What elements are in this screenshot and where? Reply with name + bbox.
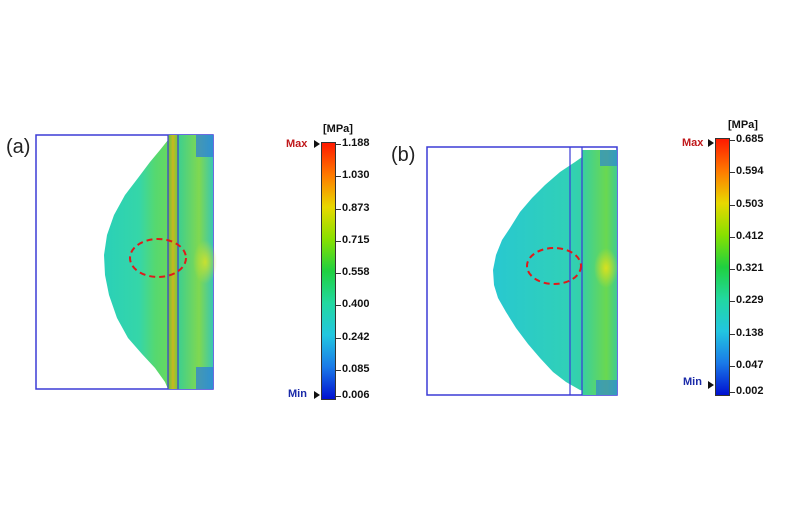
scale-b-tick-label: 0.229 xyxy=(736,294,764,306)
scale-b-tick-mark xyxy=(730,269,735,270)
scale-b-tick-label: 0.321 xyxy=(736,262,764,274)
scale-a-min-arrow xyxy=(314,391,320,399)
scale-b-tick-label: 0.412 xyxy=(736,230,764,242)
scale-a-max-label: Max xyxy=(286,138,308,150)
scale-a-tick-mark xyxy=(336,209,341,210)
plot-a-marker-ellipse xyxy=(129,238,187,278)
scale-b-tick-mark xyxy=(730,205,735,206)
plot-b-corner-bottom xyxy=(596,380,617,395)
scale-a-tick-label: 0.242 xyxy=(342,331,370,343)
scale-a-tick-mark xyxy=(336,273,341,274)
scale-a-tick-label: 0.873 xyxy=(342,202,370,214)
scale-b-tick-mark xyxy=(730,392,735,393)
scale-a-tick-mark xyxy=(336,305,341,306)
plot-a-dome xyxy=(104,140,168,389)
scale-b-unit: [MPa] xyxy=(728,119,758,131)
plot-a-strip xyxy=(168,135,178,389)
scale-b-max-arrow xyxy=(708,139,714,147)
plot-a-hotspot xyxy=(193,240,217,284)
scale-b-tick-mark xyxy=(730,301,735,302)
scale-b-tick-mark xyxy=(730,172,735,173)
scale-a-tick-label: 1.188 xyxy=(342,137,370,149)
scale-b-tick-mark xyxy=(730,237,735,238)
scale-b-tick-mark xyxy=(730,140,735,141)
scale-a-tick-label: 0.085 xyxy=(342,363,370,375)
scale-a-tick-label: 1.030 xyxy=(342,169,370,181)
plot-a-corner-bottom xyxy=(196,367,213,389)
scale-b-tick-label: 0.138 xyxy=(736,327,764,339)
contour-plot-a xyxy=(35,134,217,390)
scale-a-tick-mark xyxy=(336,241,341,242)
scale-b-min-arrow xyxy=(708,381,714,389)
plot-b-marker-ellipse xyxy=(526,247,582,285)
scale-a-tick-mark xyxy=(336,176,341,177)
plot-b-hotspot xyxy=(594,248,618,288)
scale-b-tick-label: 0.594 xyxy=(736,165,764,177)
scale-b-tick-mark xyxy=(730,334,735,335)
scale-a-tick-label: 0.006 xyxy=(342,389,370,401)
panel-label-b: (b) xyxy=(391,144,416,166)
scale-b-max-label: Max xyxy=(682,137,704,149)
scale-a-unit: [MPa] xyxy=(323,123,353,135)
plot-a-corner-top xyxy=(196,135,213,157)
scale-a-tick-mark xyxy=(336,396,341,397)
scale-b-tick-label: 0.685 xyxy=(736,133,764,145)
scale-b-min-label: Min xyxy=(683,376,702,388)
scale-b-tick-label: 0.047 xyxy=(736,359,764,371)
plot-b-corner-top xyxy=(600,150,617,166)
scale-a-max-arrow xyxy=(314,140,320,148)
scale-a-tick-mark xyxy=(336,144,341,145)
panel-label-a: (a) xyxy=(6,136,31,158)
scale-a-bar xyxy=(321,142,336,400)
scale-a-tick-mark xyxy=(336,370,341,371)
scale-b-tick-label: 0.002 xyxy=(736,385,764,397)
contour-plot-b xyxy=(426,146,618,396)
scale-b-tick-label: 0.503 xyxy=(736,198,764,210)
scale-a-tick-label: 0.715 xyxy=(342,234,370,246)
scale-a-tick-label: 0.400 xyxy=(342,298,370,310)
scale-b-bar xyxy=(715,138,730,396)
scale-a-tick-mark xyxy=(336,338,341,339)
scale-b-tick-mark xyxy=(730,366,735,367)
scale-a-min-label: Min xyxy=(288,388,307,400)
scale-a-tick-label: 0.558 xyxy=(342,266,370,278)
